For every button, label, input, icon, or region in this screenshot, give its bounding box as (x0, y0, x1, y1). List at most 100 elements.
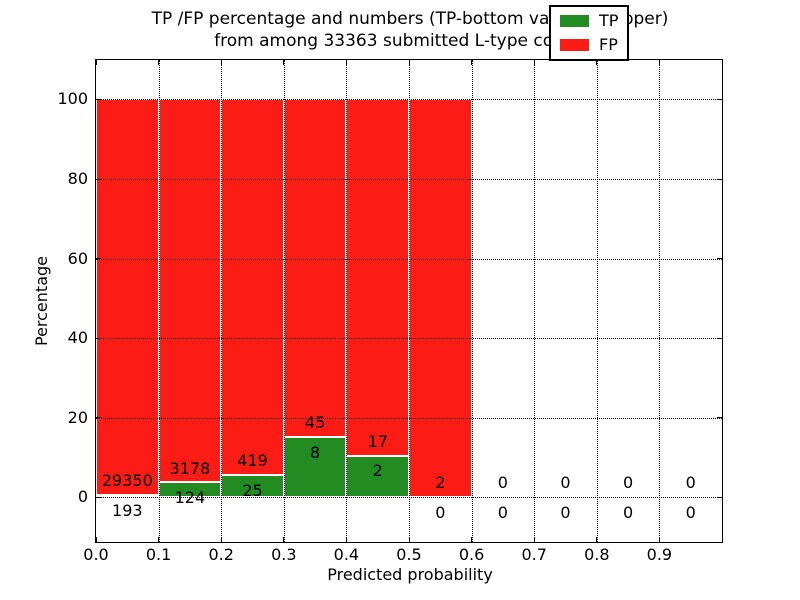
tick-y-right-20 (717, 417, 722, 419)
fp-color-swatch (560, 39, 589, 51)
y-tick-label-0: 0 (77, 487, 88, 507)
bar-fp-bin3 (283, 99, 347, 438)
tp-count-label-bin8: 0 (623, 503, 634, 523)
legend-label-tp: TP (599, 11, 619, 30)
fp-count-label-bin4: 17 (367, 431, 388, 451)
tick-x-top-0.3 (283, 60, 285, 65)
tp-count-label-bin9: 0 (685, 503, 696, 523)
gridline-x-0.5 (409, 60, 410, 542)
tick-x-top-0.9 (658, 60, 660, 65)
x-tick-label-0.1: 0.1 (145, 545, 172, 564)
tick-x-bottom-0.2 (220, 537, 222, 542)
tick-x-bottom-0.9 (658, 537, 660, 542)
tick-x-top-0.5 (408, 60, 410, 65)
tick-x-bottom-0.1 (158, 537, 160, 542)
gridline-x-0.3 (283, 60, 285, 542)
chart-title-line2: from among 33363 submitted L-type contac… (214, 31, 606, 51)
tp-count-label-bin2: 25 (242, 480, 263, 500)
x-tick-label-0.6: 0.6 (458, 545, 485, 564)
x-tick-label-0.8: 0.8 (584, 545, 610, 564)
tick-x-top-0.6 (471, 60, 473, 65)
fp-count-label-bin8: 0 (623, 473, 634, 493)
fp-count-label-bin7: 0 (560, 473, 571, 493)
gridline-x-0.2 (221, 60, 223, 542)
tick-x-bottom-0.5 (408, 537, 410, 542)
fp-count-label-bin3: 45 (304, 413, 326, 433)
y-tick-label-40: 40 (67, 328, 88, 348)
x-tick-label-0.0: 0.0 (83, 545, 109, 564)
tick-y-left-80 (96, 178, 101, 180)
gridline-x-0.1 (158, 60, 160, 542)
y-tick-label-20: 20 (67, 407, 88, 427)
bar-fp-bin0 (96, 99, 159, 495)
y-tick-label-60: 60 (67, 248, 88, 268)
fp-count-label-bin2: 419 (237, 451, 268, 471)
tick-x-bottom-0.7 (533, 537, 535, 542)
bar-tp-bin4 (346, 455, 409, 498)
legend-entry-fp: FP (560, 37, 618, 53)
tick-x-bottom-0.0 (95, 537, 97, 542)
tick-y-left-0 (96, 496, 101, 498)
fp-count-label-bin0: 29350 (101, 470, 153, 490)
x-tick-label-0.7: 0.7 (521, 545, 547, 564)
tick-x-top-0.7 (533, 60, 535, 65)
plot-area: 29350 193 3178 124 419 25 45 8 17 2 2 0 0 0 0 0 0 0 0 0 (95, 59, 723, 543)
tick-x-bottom-0.8 (596, 537, 598, 542)
tick-x-top-0.0 (95, 60, 97, 65)
x-tick-label-0.3: 0.3 (271, 545, 297, 564)
tick-y-left-100 (96, 98, 101, 100)
legend: TP FP (549, 5, 630, 61)
tick-y-right-60 (717, 258, 722, 260)
tp-count-label-bin7: 0 (560, 503, 571, 523)
gridline-x-0.4 (346, 60, 348, 542)
fp-count-label-bin1: 3178 (169, 458, 211, 478)
gridline-x-0.6 (471, 60, 473, 542)
bar-tp-bin3 (283, 437, 347, 498)
chart-title-line1: TP /FP percentage and numbers (TP-bottom… (151, 9, 669, 29)
y-tick-label-100: 100 (57, 89, 88, 109)
bar-fp-bin2 (221, 99, 284, 475)
fp-count-label-bin9: 0 (685, 473, 696, 493)
tp-count-label-bin1: 124 (174, 488, 206, 508)
x-tick-label-0.4: 0.4 (333, 545, 360, 564)
x-tick-label-0.5: 0.5 (396, 545, 422, 564)
y-tick-label-80: 80 (67, 169, 88, 188)
tick-x-top-0.2 (220, 60, 222, 65)
tick-x-top-0.1 (158, 60, 160, 65)
tp-count-label-bin3: 8 (310, 443, 321, 463)
gridline-x-0.7 (534, 60, 536, 542)
tick-y-left-40 (96, 337, 101, 339)
tick-x-bottom-0.6 (471, 537, 473, 542)
fp-count-label-bin5: 2 (435, 473, 446, 493)
tick-y-right-0 (717, 496, 722, 498)
tp-color-swatch (560, 15, 589, 27)
tick-y-right-80 (717, 178, 722, 180)
gridline-x-0.9 (659, 60, 661, 542)
bar-fp-bin1 (158, 99, 222, 483)
x-axis-label: Predicted probability (327, 565, 493, 584)
bar-tp-bin0 (96, 494, 159, 498)
tick-y-left-20 (96, 417, 101, 419)
x-tick-label-0.9: 0.9 (646, 545, 673, 564)
tp-count-label-bin4: 2 (372, 461, 383, 481)
tp-count-label-bin0: 193 (112, 500, 143, 520)
x-tick-label-0.2: 0.2 (208, 545, 234, 564)
tick-y-right-100 (717, 98, 722, 100)
tick-x-bottom-0.4 (345, 537, 347, 542)
bar-fp-bin4 (346, 99, 409, 456)
fp-count-label-bin6: 0 (497, 473, 508, 493)
legend-label-fp: FP (599, 35, 618, 54)
tick-y-left-60 (96, 258, 101, 260)
legend-entry-tp: TP (560, 13, 618, 29)
chart-title: TP /FP percentage and numbers (TP-bottom… (96, 8, 724, 52)
tp-count-label-bin6: 0 (497, 503, 508, 523)
tick-y-right-40 (717, 337, 722, 339)
tick-x-bottom-0.3 (283, 537, 285, 542)
tick-x-top-0.8 (596, 60, 598, 65)
bar-fp-bin5 (409, 99, 472, 498)
gridline-x-0.8 (596, 60, 598, 542)
tick-x-top-0.4 (345, 60, 347, 65)
y-axis-label: Percentage (32, 255, 51, 347)
tp-count-label-bin5: 0 (435, 503, 446, 523)
